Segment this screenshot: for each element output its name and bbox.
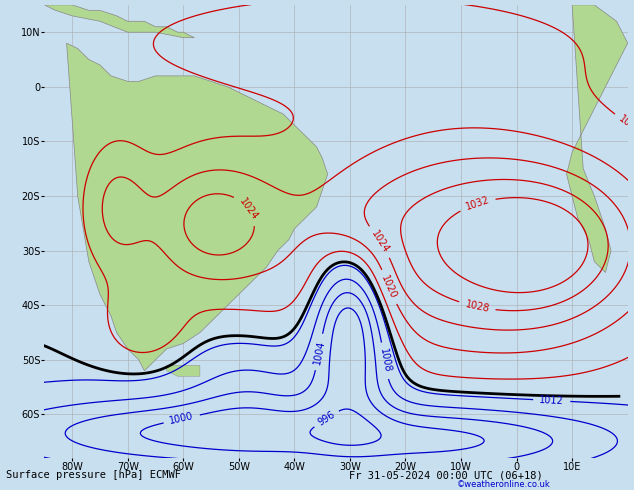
Text: ©weatheronline.co.uk: ©weatheronline.co.uk [456, 480, 550, 489]
Text: 1013: 1013 [626, 391, 634, 401]
Polygon shape [567, 5, 628, 272]
Text: 1000: 1000 [169, 412, 195, 426]
Text: Fr 31-05-2024 00:00 UTC (06+18): Fr 31-05-2024 00:00 UTC (06+18) [349, 470, 543, 480]
Text: 1020: 1020 [380, 273, 399, 300]
Text: 1008: 1008 [378, 348, 392, 374]
Text: 1008: 1008 [198, 468, 224, 479]
Text: 1004: 1004 [312, 339, 327, 365]
Text: 1032: 1032 [464, 195, 491, 212]
Polygon shape [167, 366, 200, 376]
Polygon shape [44, 5, 195, 38]
Polygon shape [67, 43, 328, 371]
Text: 1024: 1024 [237, 196, 259, 222]
Text: 1016: 1016 [617, 114, 634, 137]
Text: Surface pressure [hPa] ECMWF: Surface pressure [hPa] ECMWF [6, 470, 181, 480]
Text: 1024: 1024 [370, 228, 391, 255]
Text: 1012: 1012 [539, 395, 564, 406]
Text: 1028: 1028 [464, 299, 490, 314]
Text: 996: 996 [316, 410, 337, 428]
